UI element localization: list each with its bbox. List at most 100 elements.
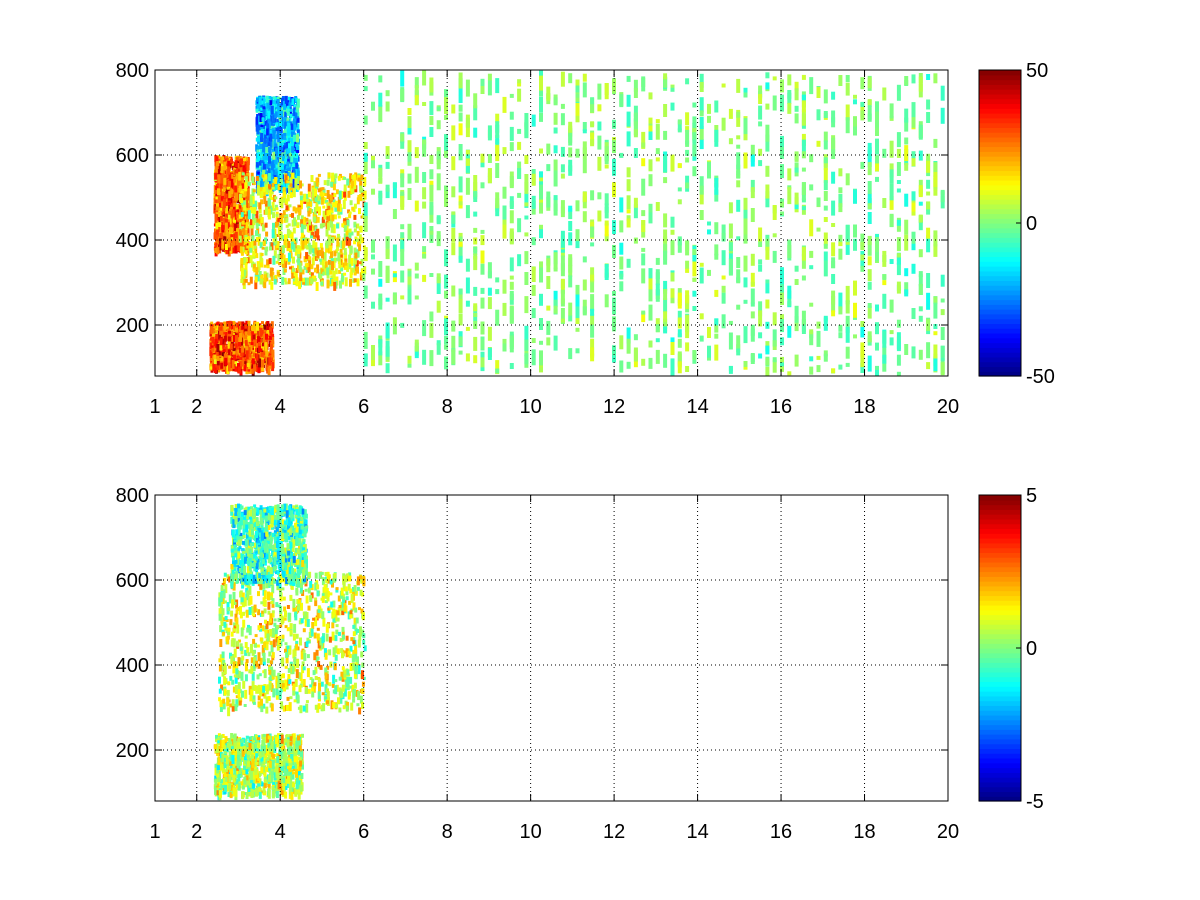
heatmap-cell: [509, 306, 514, 323]
heatmap-cell: [326, 210, 330, 217]
heatmap-cell: [234, 178, 238, 188]
heatmap-cell: [353, 228, 357, 233]
heatmap-cell: [306, 198, 310, 202]
heatmap-cell: [333, 178, 337, 184]
heatmap-cell: [743, 218, 748, 235]
heatmap-cell: [258, 163, 262, 172]
heatmap-cell: [314, 226, 318, 234]
heatmap-cell: [575, 148, 580, 158]
heatmap-cell: [867, 331, 872, 343]
heatmap-cell: [337, 196, 341, 206]
heatmap-cell: [305, 252, 309, 259]
heatmap-cell: [743, 229, 748, 244]
heatmap-cell: [699, 210, 704, 220]
heatmap-cell: [287, 278, 291, 285]
heatmap-cell: [809, 329, 814, 335]
heatmap-cell: [247, 248, 251, 252]
heatmap-cell: [244, 182, 248, 192]
heatmap-cell: [291, 131, 294, 137]
heatmap-cell: [355, 260, 359, 267]
heatmap-cell: [328, 209, 332, 219]
heatmap-cell: [343, 248, 347, 255]
heatmap-cell: [633, 112, 638, 122]
heatmap-cell: [223, 176, 227, 180]
heatmap-cell: [249, 276, 253, 284]
heatmap-cell: [310, 278, 314, 285]
heatmap-cell: [286, 180, 290, 184]
heatmap-cell: [240, 198, 243, 203]
heatmap-cell: [765, 238, 770, 251]
heatmap-cell: [414, 166, 419, 183]
heatmap-cell: [236, 179, 240, 188]
heatmap-cell: [407, 268, 412, 285]
heatmap-cell: [241, 172, 245, 176]
heatmap-cell: [270, 96, 274, 103]
heatmap-cell: [882, 250, 887, 267]
heatmap-cell: [575, 229, 580, 245]
heatmap-cell: [400, 133, 405, 142]
heatmap-cell: [210, 326, 214, 335]
heatmap-cell: [736, 109, 741, 127]
heatmap-cell: [234, 185, 238, 193]
heatmap-cell: [314, 247, 318, 255]
heatmap-cell: [539, 229, 543, 239]
heatmap-cell: [816, 330, 821, 347]
heatmap-cell: [265, 151, 268, 161]
heatmap-cell: [371, 301, 375, 309]
heatmap-cell: [292, 183, 296, 190]
heatmap-cell: [286, 194, 290, 202]
heatmap-cell: [255, 222, 259, 229]
heatmap-cell: [633, 237, 638, 244]
heatmap-cell: [648, 128, 653, 140]
heatmap-cell: [911, 263, 916, 274]
heatmap-cell: [228, 191, 232, 199]
heatmap-cell: [750, 208, 755, 222]
heatmap-cell: [275, 234, 279, 237]
heatmap-cell: [341, 223, 345, 228]
heatmap-cell: [845, 346, 850, 359]
heatmap-cell: [245, 216, 249, 225]
heatmap-cell: [223, 321, 227, 331]
heatmap-cell: [363, 215, 368, 232]
heatmap-cell: [918, 150, 923, 161]
heatmap-cell: [277, 108, 281, 118]
heatmap-cell: [648, 92, 653, 100]
heatmap-cell: [940, 85, 945, 101]
heatmap-cell: [677, 187, 682, 192]
heatmap-cell: [889, 330, 894, 335]
heatmap-cell: [253, 339, 257, 344]
heatmap-cell: [247, 282, 251, 286]
heatmap-cell: [553, 305, 558, 314]
heatmap-cell: [311, 257, 315, 266]
heatmap-cell: [283, 116, 287, 120]
heatmap-cell: [845, 75, 850, 82]
heatmap-cell: [284, 260, 287, 268]
heatmap-cell: [911, 237, 916, 244]
heatmap-cell: [300, 219, 304, 228]
heatmap-cell: [349, 200, 353, 206]
heatmap-cell: [285, 258, 289, 262]
heatmap-cell: [223, 353, 227, 362]
heatmap-cell: [327, 172, 331, 178]
heatmap-cell: [458, 104, 463, 112]
heatmap-cell: [597, 210, 602, 222]
heatmap-cell: [685, 182, 690, 189]
heatmap-cell: [422, 139, 427, 145]
heatmap-cell: [244, 263, 248, 272]
heatmap-cell: [655, 148, 660, 155]
heatmap-cell: [336, 244, 339, 251]
heatmap-cell: [319, 258, 323, 265]
heatmap-cell: [809, 154, 814, 163]
heatmap-cell: [306, 244, 310, 250]
heatmap-cell: [334, 204, 338, 212]
heatmap-cell: [327, 215, 331, 221]
heatmap-cell: [224, 219, 228, 225]
heatmap-cell: [772, 329, 777, 341]
heatmap-cell: [918, 215, 923, 231]
heatmap-cell: [896, 263, 901, 276]
heatmap-cell: [298, 262, 302, 270]
heatmap-cell: [225, 326, 229, 335]
heatmap-cell: [363, 285, 368, 299]
heatmap-cell: [293, 134, 296, 142]
heatmap-cell: [838, 248, 843, 260]
